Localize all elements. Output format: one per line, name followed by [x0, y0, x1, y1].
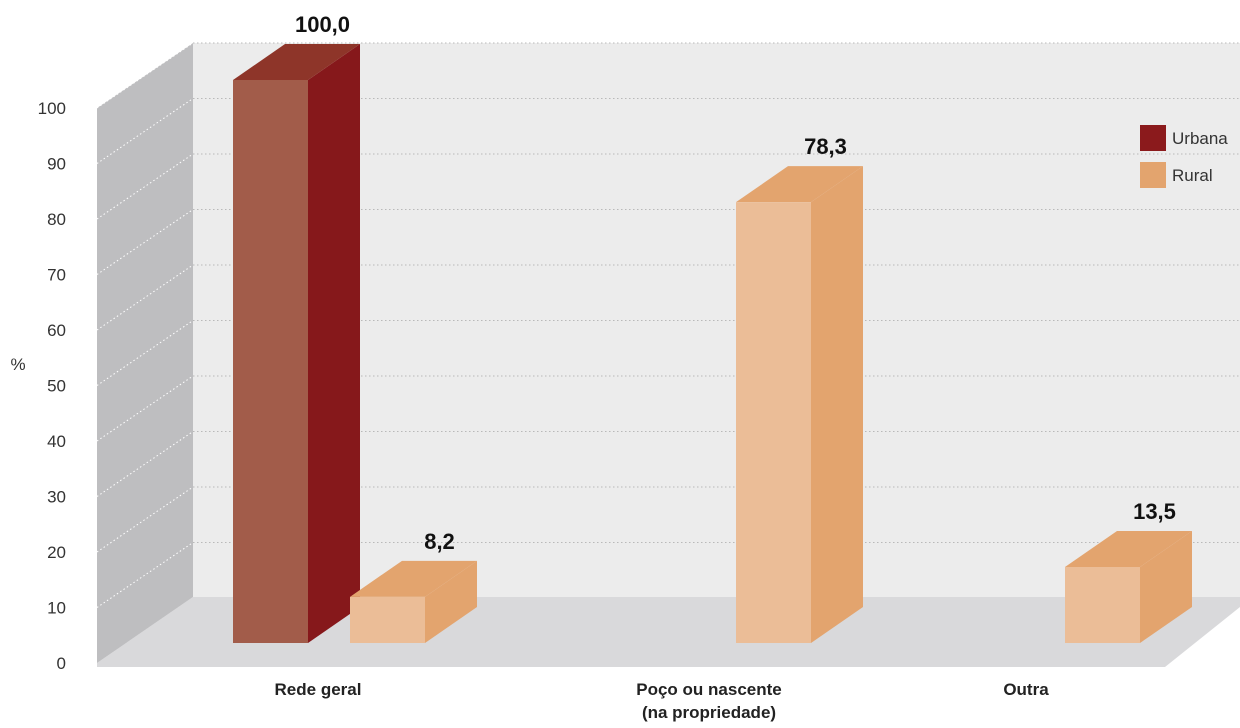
- legend-swatch-urbana: [1140, 125, 1166, 151]
- bar-rural-poco-ou-nascente: 78,3: [736, 134, 863, 643]
- gridline-side: [96, 209, 194, 275]
- y-tick-label: 10: [47, 599, 66, 618]
- legend-swatch-rural: [1140, 162, 1166, 188]
- x-category-label: (na propriedade): [642, 703, 776, 722]
- bar-front-face: [350, 596, 425, 643]
- chart-side-wall: [97, 43, 193, 663]
- bar-side-face: [425, 560, 477, 643]
- gridline-side: [96, 98, 194, 164]
- gridline-side: [96, 264, 194, 331]
- bar-side-face: [1140, 530, 1192, 643]
- bar-top-face: [736, 166, 863, 203]
- gridline-side: [96, 320, 194, 386]
- gridline-side: [96, 375, 194, 442]
- y-tick-label: 30: [47, 488, 66, 507]
- x-category-label: Rede geral: [275, 680, 362, 699]
- y-tick-label: 80: [47, 210, 66, 229]
- bar-front-face: [1065, 566, 1140, 643]
- gridlines: [96, 42, 1240, 608]
- bar-rural-rede-geral: 8,2: [350, 529, 477, 643]
- y-tick-label: 50: [47, 377, 66, 396]
- gridline-side: [96, 153, 194, 220]
- data-label: 8,2: [424, 529, 455, 554]
- data-label: 100,0: [295, 12, 350, 37]
- x-category-label: Poço ou nascente: [636, 680, 781, 699]
- y-tick-label: 40: [47, 432, 66, 451]
- gridline-side: [96, 431, 194, 497]
- gridline-side: [96, 542, 194, 608]
- y-axis-ticks: 0 10 20 30 40 50 60 70 80 90 100: [38, 99, 66, 673]
- data-label: 13,5: [1133, 499, 1176, 524]
- bar-side-face: [308, 44, 360, 643]
- x-category-label: Outra: [1003, 680, 1049, 699]
- y-tick-label: 100: [38, 99, 66, 118]
- bar-side-face: [811, 166, 863, 643]
- legend: Urbana Rural: [1140, 125, 1228, 188]
- legend-label-rural: Rural: [1172, 166, 1213, 185]
- y-tick-label: 90: [47, 155, 66, 174]
- y-tick-label: 60: [47, 321, 66, 340]
- y-tick-label: 20: [47, 543, 66, 562]
- bar-top-face: [350, 560, 477, 597]
- bar-front-face: [233, 80, 308, 643]
- data-label: 78,3: [804, 134, 847, 159]
- bar-top-face: [1065, 530, 1192, 567]
- y-tick-label: 70: [47, 266, 66, 285]
- y-axis-label: %: [10, 355, 25, 374]
- bar-urbana-rede-geral: 100,0: [233, 12, 360, 643]
- bar-top-face: [233, 44, 360, 80]
- gridline-side: [96, 486, 194, 553]
- y-tick-label: 0: [57, 654, 66, 673]
- x-axis-categories: Rede geral Poço ou nascente (na propriedad…: [275, 680, 1050, 722]
- bars: 100,0 8,2 78,3 13,5: [233, 12, 1192, 643]
- bar-rural-outra: 13,5: [1065, 499, 1192, 643]
- bar-front-face: [736, 202, 811, 643]
- gridline-side: [96, 42, 194, 109]
- legend-label-urbana: Urbana: [1172, 129, 1228, 148]
